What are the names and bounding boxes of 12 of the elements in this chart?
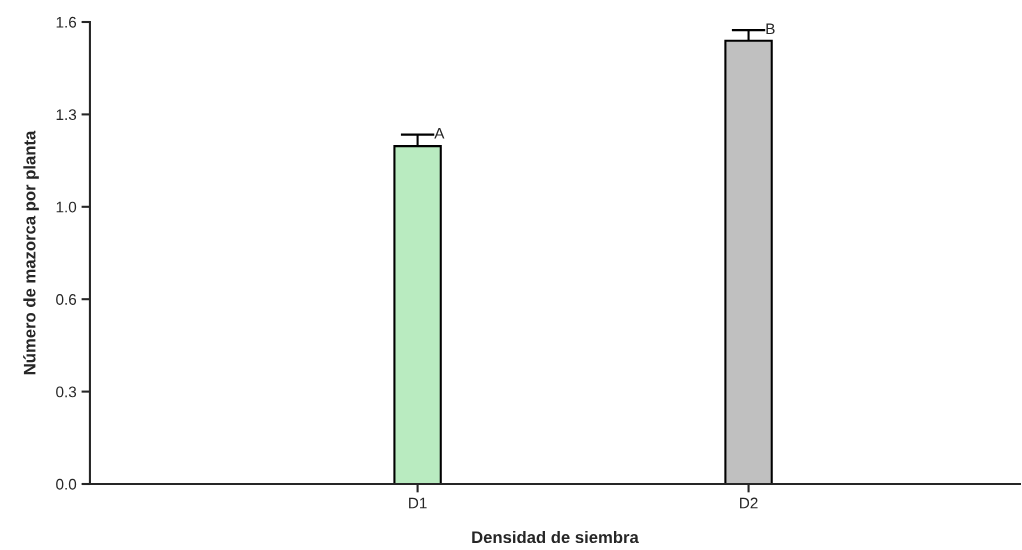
x-axis-title: Densidad de siembra <box>472 530 639 544</box>
annotation: A <box>434 128 445 139</box>
x-tick-label: D1 <box>409 497 427 509</box>
y-tick-label: 0.6 <box>56 294 77 305</box>
y-tick-label: 1.3 <box>56 109 77 121</box>
y-tick-label: 1.6 <box>56 16 77 28</box>
y-tick-label: 0.0 <box>56 478 77 490</box>
y-tick-label: 1.0 <box>56 201 77 213</box>
x-tick-label: D2 <box>740 497 758 509</box>
y-axis-title: Número de mazorca por planta <box>23 130 39 375</box>
annotation: B <box>766 23 775 35</box>
y-tick-label: 0.3 <box>56 386 77 398</box>
